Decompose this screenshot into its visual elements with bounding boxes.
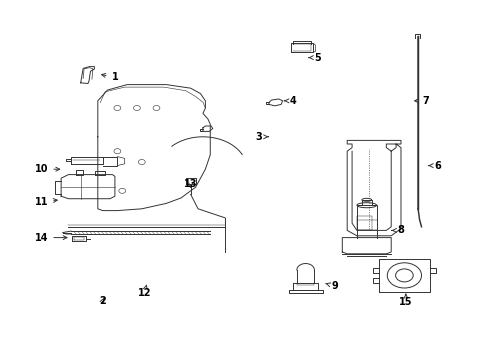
Text: 5: 5	[308, 53, 321, 63]
Text: 3: 3	[255, 132, 267, 142]
Text: 15: 15	[398, 294, 412, 307]
Text: 2: 2	[99, 296, 106, 306]
Text: 6: 6	[428, 161, 440, 171]
Text: 13: 13	[183, 179, 197, 189]
Text: 14: 14	[35, 233, 67, 243]
Text: 11: 11	[35, 197, 57, 207]
Text: 4: 4	[284, 96, 296, 106]
Text: 1: 1	[102, 72, 118, 82]
Text: 7: 7	[414, 96, 428, 106]
Text: 9: 9	[325, 281, 338, 291]
Text: 10: 10	[35, 164, 60, 174]
Text: 8: 8	[391, 225, 404, 235]
Text: 12: 12	[137, 285, 151, 298]
